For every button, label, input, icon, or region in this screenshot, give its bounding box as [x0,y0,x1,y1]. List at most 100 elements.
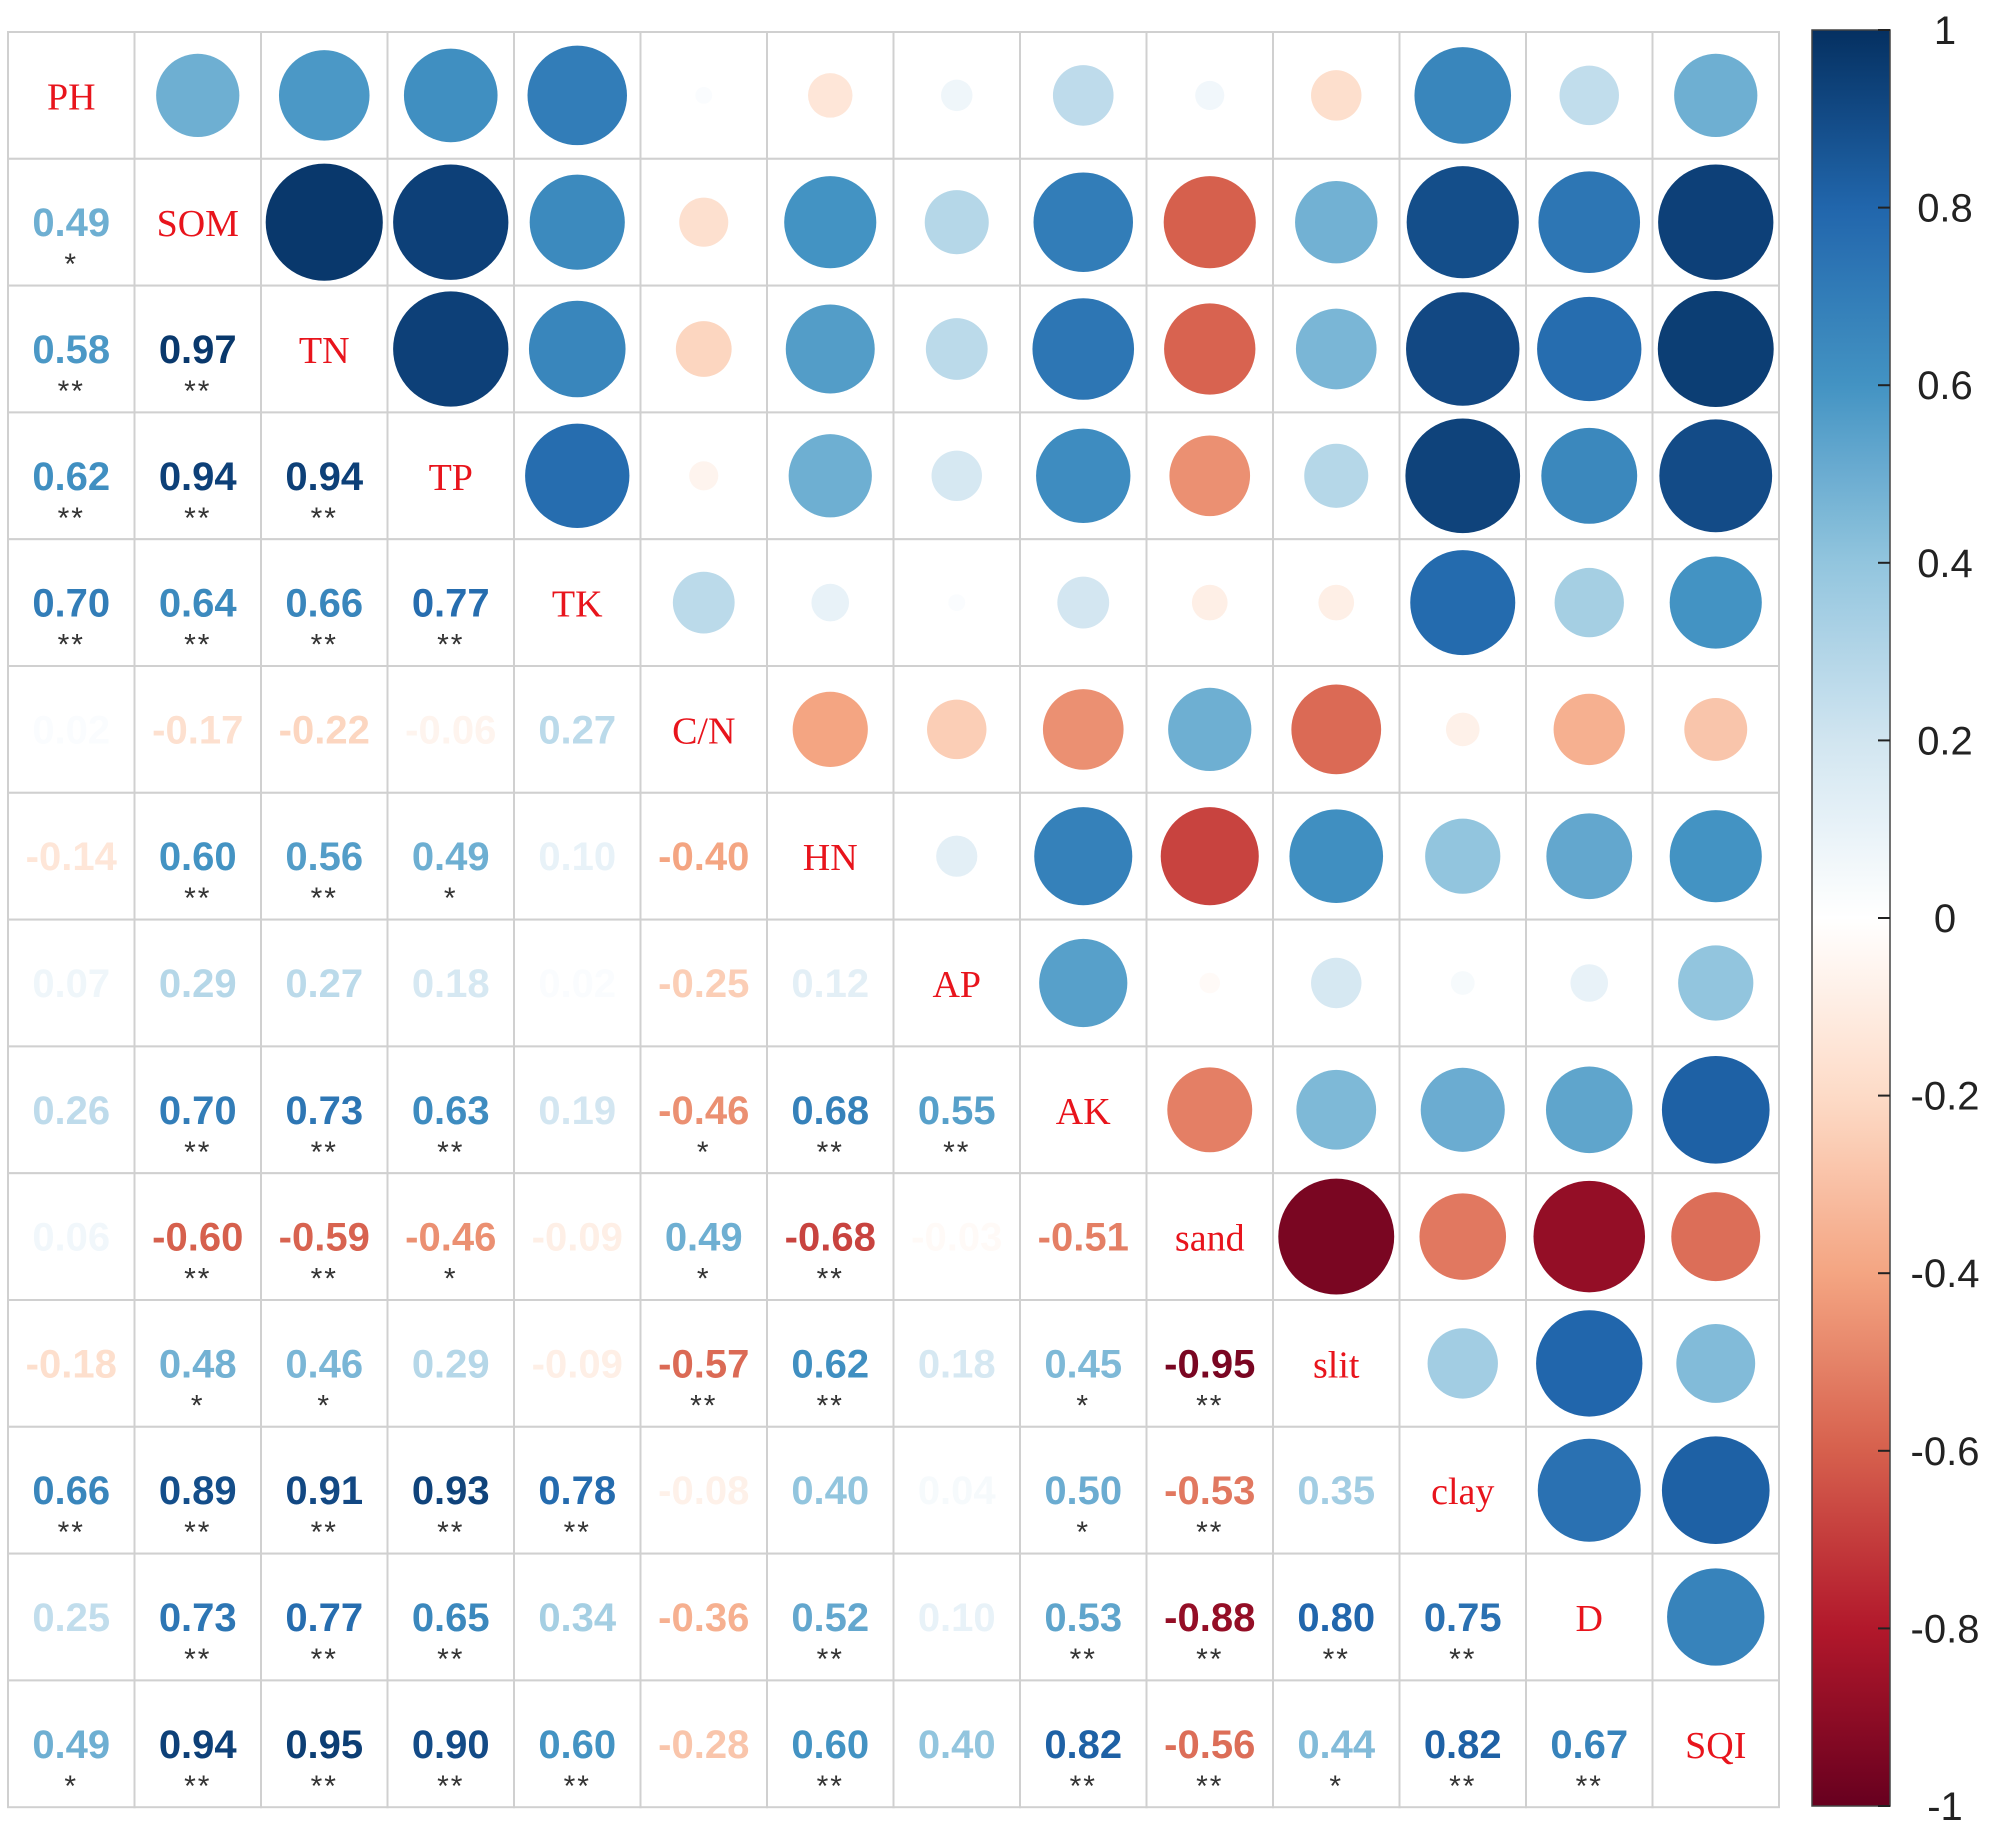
grid-cell [260,665,389,794]
grid-cell [766,1045,895,1175]
grid-cell [1145,1552,1274,1682]
correlation-value: 0.18 [412,962,490,1006]
correlation-circle [1318,584,1355,621]
correlation-value: 0.07 [32,962,110,1006]
correlation-circle [784,176,877,269]
correlation-circle [695,86,713,104]
significance-mark: ** [184,375,211,408]
correlation-circle [278,50,370,141]
grid-cell [766,1299,895,1428]
correlation-circle [1410,550,1516,656]
correlation-circle [1570,964,1609,1002]
correlation-value: 0.95 [285,1723,363,1767]
correlation-value: 0.49 [32,201,110,245]
significance-mark: * [444,882,458,915]
grid-cell [133,1425,262,1555]
grid-cell [1651,1679,1780,1809]
grid-cell [1398,1679,1527,1809]
significance-mark: * [697,1263,711,1296]
correlation-circle [1295,181,1378,264]
correlation-value: 0.73 [285,1089,363,1133]
correlation-circle [1450,971,1475,995]
correlation-circle [403,48,498,143]
significance-mark: ** [1196,1516,1223,1549]
correlation-value: 0.53 [1044,1596,1122,1640]
correlation-circle [1658,164,1774,280]
correlation-value: 0.19 [538,1089,616,1133]
grid-cell [1019,1299,1148,1428]
grid-cell [892,157,1021,287]
grid-cell [1019,1425,1148,1555]
significance-mark: ** [1576,1770,1603,1803]
correlation-circle [931,450,982,502]
correlation-value: 0.02 [32,708,110,752]
diagonal-label: C/N [672,710,735,752]
correlation-circle [1164,303,1256,395]
correlation-value: -0.36 [658,1596,749,1640]
significance-mark: ** [58,629,85,662]
grid-cell [1272,284,1401,414]
correlation-value: 0.97 [159,328,237,372]
significance-mark: ** [564,1770,591,1803]
colorbar-tick-label: 1 [1934,9,1956,53]
correlation-value: 0.48 [159,1342,237,1386]
correlation-circle [689,461,719,491]
correlation-circle [1536,1310,1643,1417]
correlation-value: 0.93 [412,1469,490,1513]
grid-cell [133,1172,262,1301]
correlation-circle [679,197,729,247]
correlation-value: 0.60 [159,835,237,879]
correlation-value: -0.59 [279,1216,370,1260]
grid-cell [513,1679,642,1809]
grid-cell [386,1172,515,1301]
correlation-circle [1278,1178,1395,1295]
correlation-value: 0.58 [32,328,110,372]
correlation-circle [1671,1192,1761,1282]
significance-mark: * [317,1389,331,1422]
grid-cell [133,1299,262,1428]
correlation-value: 0.55 [918,1089,996,1133]
correlation-circle [1195,80,1225,110]
significance-mark: ** [184,1516,211,1549]
grid-cell [386,1045,515,1175]
correlation-circle [1414,47,1512,144]
correlation-value: 0.60 [791,1723,869,1767]
significance-mark: ** [437,1643,464,1676]
significance-mark: * [444,1263,458,1296]
correlation-circle [1559,65,1619,126]
grid-cell [7,1172,136,1301]
correlation-value: -0.17 [152,708,243,752]
colorbar-tick-label: 0.6 [1917,364,1973,408]
grid-cell [7,1045,136,1175]
colorbar-tick-label: 0.8 [1917,187,1973,231]
significance-mark: ** [817,1136,844,1169]
correlation-circle [1405,418,1521,534]
correlation-value: 0.10 [918,1596,996,1640]
colorbar-tick-label: 0.2 [1917,719,1973,763]
correlation-value: -0.22 [279,708,370,752]
correlation-circle [788,434,872,518]
correlation-circle [1406,292,1520,406]
correlation-circle [927,699,987,760]
correlation-value: 0.60 [538,1723,616,1767]
correlation-circle [1554,567,1624,638]
correlation-circle [1167,1067,1253,1153]
grid-cell [892,1552,1021,1682]
significance-mark: ** [184,1643,211,1676]
correlation-value: 0.29 [159,962,237,1006]
correlation-value: -0.46 [658,1089,749,1133]
grid-cell [1651,31,1780,160]
grid-cell [639,1425,768,1555]
correlation-value: 0.40 [918,1723,996,1767]
correlation-value: 0.94 [159,1723,238,1767]
correlation-circle [925,318,988,380]
grid-cell [639,1172,768,1301]
correlation-circle [785,304,875,394]
correlation-value: 0.25 [32,1596,110,1640]
grid-cell [1272,1299,1401,1428]
correlation-value: -0.09 [532,1216,623,1260]
grid-cell [513,791,642,921]
correlation-value: 0.90 [412,1723,490,1767]
